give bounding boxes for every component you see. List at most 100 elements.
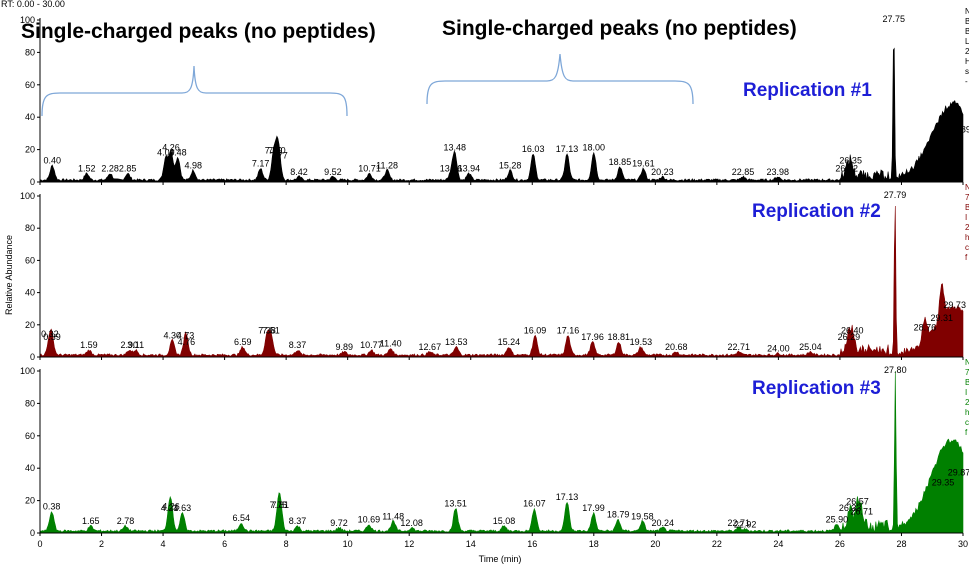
side-info-text: N — [965, 183, 969, 192]
side-info-text: L — [965, 37, 969, 46]
x-tick-label: 26 — [835, 539, 845, 549]
peak-label: 26.35 — [839, 155, 862, 165]
x-tick-label: 12 — [404, 539, 414, 549]
peak-label: 15.28 — [499, 160, 522, 170]
peak-label: 12.08 — [400, 518, 423, 528]
peak-label: 4.09 — [157, 147, 175, 157]
replication-label: Replication #1 — [743, 80, 872, 101]
x-tick-label: 22 — [712, 539, 722, 549]
peak-label: 26.29 — [838, 332, 861, 342]
y-tick-label: 60 — [25, 255, 35, 265]
peak-label: 26.33 — [839, 503, 862, 513]
peak-label: 7.75 — [270, 500, 288, 510]
peak-label: 26.22 — [835, 164, 858, 174]
peak-label: 27.75 — [883, 14, 906, 24]
peak-label: 7.51 — [262, 326, 280, 336]
peak-label: 6.59 — [234, 337, 252, 347]
y-tick-label: 80 — [25, 398, 35, 408]
y-tick-label: 0 — [30, 352, 35, 362]
peak-label: 29.38 — [933, 134, 956, 144]
peak-label: 20.23 — [651, 167, 674, 177]
peak-label: 17.13 — [556, 492, 579, 502]
side-info-text: f — [965, 253, 968, 262]
peak-label: 19.58 — [631, 511, 654, 521]
peak-label: 18.79 — [607, 510, 630, 520]
side-info-text: s — [965, 67, 969, 76]
peak-label: 27.80 — [884, 365, 907, 375]
peak-label: 29.35 — [932, 477, 955, 487]
peak-label: 10.71 — [358, 164, 381, 174]
peak-label: 2.78 — [117, 516, 135, 526]
panel-2: 0 20 40 60 80 100 0.320.39 1.59 2.903.11 4.304.73… — [20, 183, 969, 362]
side-info-text: 7 — [965, 193, 969, 202]
peak-label: 29.89 — [948, 125, 969, 135]
y-tick-label: 40 — [25, 112, 35, 122]
x-tick-label: 18 — [589, 539, 599, 549]
annotation-right: Single-charged peaks (no peptides) — [442, 17, 797, 40]
x-axis-label: Time (min) — [479, 554, 522, 564]
x-tick-label: 16 — [527, 539, 537, 549]
x-tick-label: 0 — [37, 539, 42, 549]
peak-label: 29.87 — [948, 468, 969, 478]
peak-label: 4.76 — [178, 337, 196, 347]
peak-label: 26.57 — [846, 497, 869, 507]
peak-label: 23.98 — [767, 167, 790, 177]
peak-label: 27.79 — [884, 190, 907, 200]
peak-label: 2.90 — [120, 340, 138, 350]
peak-label: 8.42 — [290, 167, 308, 177]
trace-fill — [39, 370, 964, 534]
peak-label: 13.53 — [445, 337, 468, 347]
side-info-text: N — [965, 7, 969, 16]
peak-label: 17.99 — [582, 503, 605, 513]
peak-label: 19.61 — [632, 159, 655, 169]
x-tick-label: 14 — [466, 539, 476, 549]
brace-left — [41, 65, 348, 117]
x-tick-label: 6 — [222, 539, 227, 549]
peak-label: 0.32 — [41, 329, 59, 339]
x-tick-label: 30 — [958, 539, 968, 549]
x-tick-label: 4 — [161, 539, 166, 549]
peak-label: 1.59 — [80, 340, 98, 350]
trace-fill — [39, 47, 964, 183]
peak-label: 4.26 — [162, 502, 180, 512]
panel-3: 0 20 40 60 80 100 0.38 1.65 2.78 4.214.264.63 6.54… — [20, 358, 969, 538]
y-tick-label: 20 — [25, 145, 35, 155]
replication-label: Replication #3 — [752, 378, 881, 399]
peak-label: 17.16 — [557, 326, 580, 336]
y-tick-label: 80 — [25, 47, 35, 57]
side-info-text: 7 — [965, 368, 969, 377]
peak-label: 0.38 — [43, 502, 61, 512]
peak-label: 4.48 — [169, 147, 187, 157]
peak-label: 2.85 — [119, 164, 137, 174]
peak-label: 22.92 — [734, 519, 757, 529]
side-info-text: h — [965, 408, 969, 417]
peak-label: 19.53 — [630, 337, 653, 347]
peak-label: 17.13 — [556, 144, 579, 154]
side-info-text: N — [965, 358, 969, 367]
peak-label: 26.71 — [851, 506, 874, 516]
y-tick-label: 40 — [25, 463, 35, 473]
y-tick-label: 80 — [25, 223, 35, 233]
peak-label: 8.37 — [289, 516, 307, 526]
peak-label: 22.71 — [727, 518, 750, 528]
peak-label: 24.00 — [767, 343, 790, 353]
replication-label: Replication #2 — [752, 201, 881, 222]
x-tick-label: 20 — [650, 539, 660, 549]
side-info-text: H — [965, 57, 969, 66]
panel-1: 0 20 40 60 80 100 0.40 1.52 2.28 2.85 4.094.264.48… — [20, 7, 969, 187]
peak-label: 0.40 — [44, 155, 62, 165]
side-info-text: h — [965, 233, 969, 242]
peak-label: 7.17 — [252, 159, 270, 169]
peak-label: 10.69 — [358, 515, 381, 525]
peak-label: 4.21 — [161, 503, 179, 513]
peak-label: 9.52 — [324, 167, 342, 177]
peak-label: 13.48 — [443, 142, 466, 152]
peak-label: 15.08 — [493, 516, 516, 526]
peak-label: 20.68 — [665, 342, 688, 352]
peak-label: 11.48 — [382, 511, 404, 521]
peak-label: 20.24 — [651, 518, 674, 528]
peak-label: 28.76 — [914, 322, 937, 332]
y-tick-label: 20 — [25, 496, 35, 506]
side-info-text: B — [965, 27, 969, 36]
